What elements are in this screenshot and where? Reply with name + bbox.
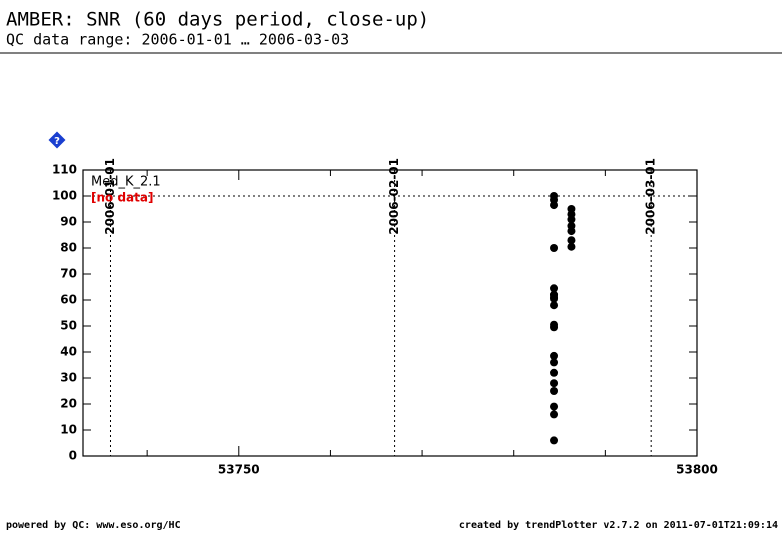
point — [550, 436, 559, 445]
y-tick-label: 60 — [60, 293, 77, 307]
y-tick-label: 10 — [60, 423, 77, 437]
y-tick-label: 110 — [52, 163, 77, 177]
y-tick-label: 0 — [69, 449, 77, 463]
chart-subtitle: QC data range: 2006-01-01 … 2006-03-03 — [6, 31, 349, 49]
point — [550, 410, 559, 419]
y-tick-label: 50 — [60, 319, 77, 333]
point — [567, 242, 576, 251]
annotation: [no data] — [91, 191, 153, 205]
point — [550, 387, 559, 395]
point — [550, 244, 559, 252]
y-tick-label: 100 — [52, 189, 77, 203]
point — [550, 351, 559, 360]
chart-title: AMBER: SNR (60 days period, close-up) — [6, 9, 429, 31]
x-tick-label: 53750 — [218, 463, 260, 477]
y-tick-label: 90 — [60, 215, 77, 229]
point — [550, 290, 559, 299]
x-tick-label: 53800 — [676, 463, 718, 477]
point — [550, 201, 559, 210]
series-label: Med_K_2.1 — [91, 175, 161, 190]
help-icon[interactable]: ? — [48, 131, 66, 149]
help-mark[interactable]: ? — [54, 136, 60, 147]
point — [567, 215, 576, 224]
footer-left: powered by QC: www.eso.org/HC — [6, 520, 181, 531]
plot-frame — [82, 169, 698, 457]
point — [550, 358, 559, 367]
point — [550, 284, 559, 293]
point — [550, 379, 559, 388]
point — [550, 368, 559, 377]
y-tick-label: 80 — [60, 241, 77, 255]
date-label: 2006-03-01 — [644, 158, 658, 235]
y-tick-label: 30 — [60, 371, 77, 385]
y-tick-label: 20 — [60, 397, 77, 411]
footer-right: created by trendPlotter v2.7.2 on 2011-0… — [459, 520, 778, 531]
point — [550, 301, 559, 310]
point — [550, 402, 559, 411]
point — [567, 227, 576, 236]
point — [567, 236, 576, 245]
point — [550, 323, 559, 332]
y-tick-label: 70 — [60, 267, 77, 281]
y-tick-label: 40 — [60, 345, 77, 359]
